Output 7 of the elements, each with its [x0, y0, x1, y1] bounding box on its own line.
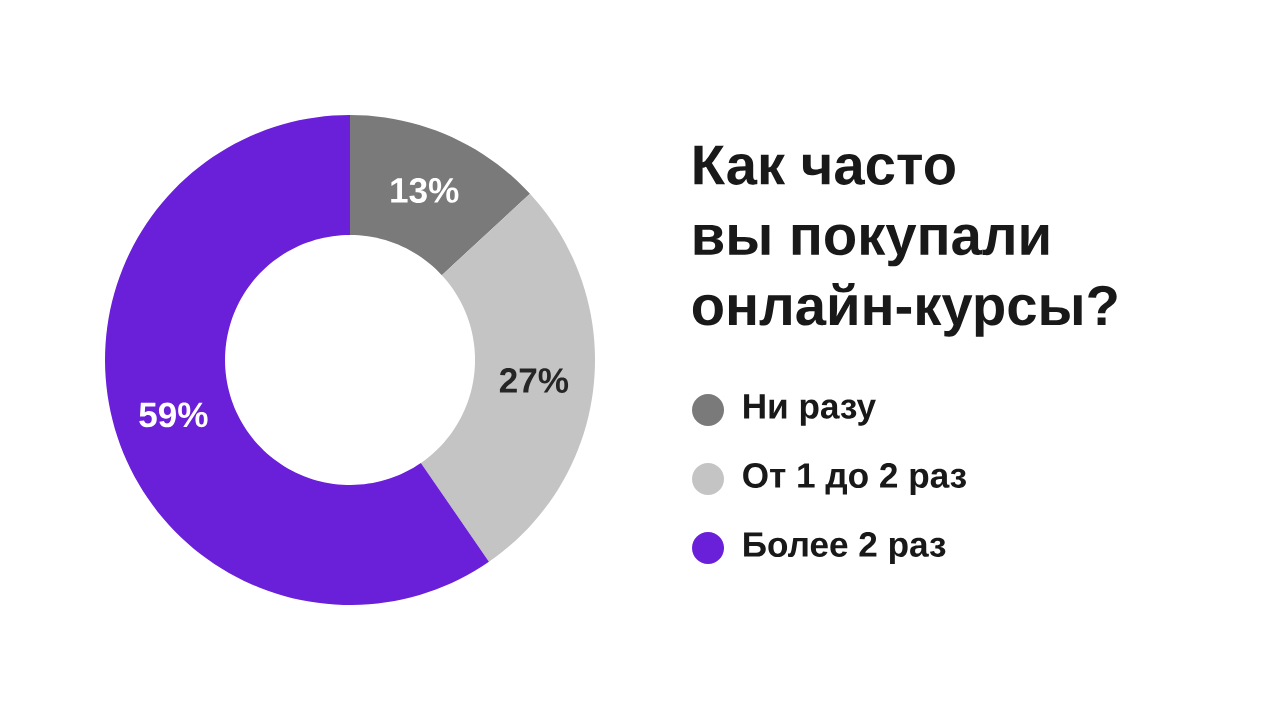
data-label: 59%	[139, 402, 208, 428]
legend-label: Более 2 раз	[744, 532, 946, 564]
legend-label: Ни разу	[744, 394, 876, 426]
data-label: 27%	[499, 368, 569, 393]
data-label: 13%	[391, 178, 459, 203]
legend-label: От 1 до 2 раз	[743, 463, 966, 495]
text: Как часто вы покупали онлайн-курсы?	[692, 145, 1117, 337]
